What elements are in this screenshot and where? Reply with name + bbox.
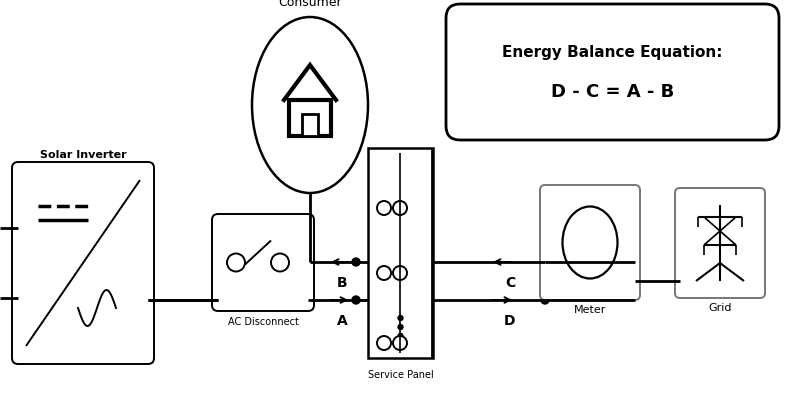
Circle shape — [271, 253, 289, 272]
Circle shape — [352, 296, 360, 304]
Circle shape — [393, 336, 407, 350]
FancyBboxPatch shape — [446, 4, 779, 140]
Text: Solar Inverter: Solar Inverter — [39, 150, 126, 160]
Circle shape — [352, 258, 360, 266]
Text: Consumer: Consumer — [279, 0, 342, 9]
Text: Grid: Grid — [709, 303, 731, 313]
Bar — [302, 114, 318, 136]
Bar — [368, 148, 433, 358]
FancyBboxPatch shape — [12, 162, 154, 364]
Circle shape — [398, 334, 403, 338]
FancyBboxPatch shape — [212, 214, 314, 311]
Circle shape — [398, 325, 403, 329]
Text: A: A — [337, 314, 347, 328]
Text: C: C — [505, 276, 515, 290]
Text: B: B — [337, 276, 347, 290]
Circle shape — [541, 258, 549, 266]
Circle shape — [393, 201, 407, 215]
Ellipse shape — [252, 17, 368, 193]
Text: AC Disconnect: AC Disconnect — [227, 317, 298, 327]
Text: Service Panel: Service Panel — [368, 370, 433, 380]
Circle shape — [398, 316, 403, 321]
Circle shape — [393, 266, 407, 280]
Ellipse shape — [563, 206, 618, 279]
Circle shape — [377, 336, 391, 350]
Circle shape — [227, 253, 245, 272]
Text: Meter: Meter — [574, 305, 606, 315]
Text: D - C = A - B: D - C = A - B — [551, 83, 674, 101]
Bar — [289, 100, 331, 136]
Circle shape — [377, 266, 391, 280]
Circle shape — [541, 296, 549, 304]
Text: D: D — [504, 314, 516, 328]
Text: Energy Balance Equation:: Energy Balance Equation: — [503, 44, 723, 59]
Circle shape — [377, 201, 391, 215]
FancyBboxPatch shape — [540, 185, 640, 300]
FancyBboxPatch shape — [675, 188, 765, 298]
